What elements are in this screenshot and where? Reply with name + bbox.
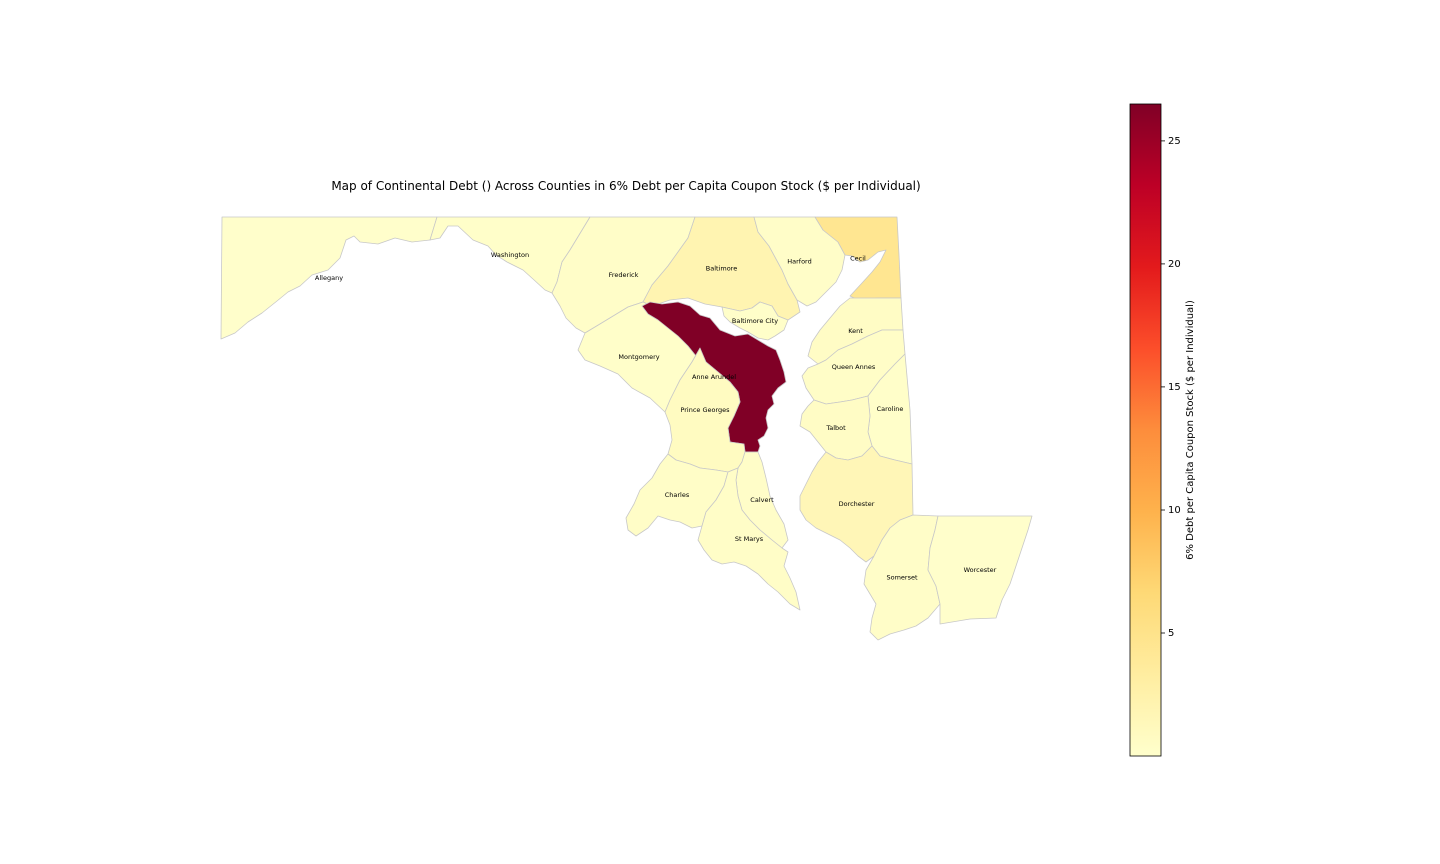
county-dorchester[interactable] xyxy=(799,445,914,563)
county-label: Baltimore xyxy=(706,265,737,273)
county-st-marys[interactable] xyxy=(697,467,801,611)
county-label: Talbot xyxy=(825,424,846,432)
county-worcester[interactable] xyxy=(927,515,1033,625)
county-label: Prince Georges xyxy=(680,406,730,414)
colorbar-label: 6% Debt per Capita Coupon Stock ($ per I… xyxy=(1185,300,1196,560)
county-label: Frederick xyxy=(609,271,639,279)
colorbar-tick-label: 25 xyxy=(1168,136,1181,147)
county-label: Cecil xyxy=(850,255,866,263)
county-label: Queen Annes xyxy=(832,363,876,371)
county-layer xyxy=(220,216,1033,641)
county-label: Anne Arundel xyxy=(692,373,736,381)
county-charles[interactable] xyxy=(625,453,729,537)
county-label: Montgomery xyxy=(618,353,659,361)
colorbar-ticks: 5 10 15 20 25 xyxy=(1161,136,1181,639)
county-label: Charles xyxy=(665,491,690,499)
county-label-layer: Allegany Washington Frederick Baltimore Harf… xyxy=(315,251,997,582)
county-label: Dorchester xyxy=(839,500,875,508)
county-label: Washington xyxy=(491,251,529,259)
county-label: Calvert xyxy=(750,496,774,504)
county-label: Caroline xyxy=(877,405,904,413)
county-label: St Marys xyxy=(735,535,764,543)
colorbar-gradient xyxy=(1129,103,1162,757)
county-somerset[interactable] xyxy=(863,514,941,641)
county-allegany[interactable] xyxy=(220,216,438,340)
county-label: Baltimore City xyxy=(732,317,778,325)
map-title: Map of Continental Debt () Across Counti… xyxy=(331,179,920,193)
county-label: Kent xyxy=(848,327,863,335)
county-baltimore-city[interactable] xyxy=(721,301,789,341)
county-label: Somerset xyxy=(886,574,917,582)
county-label: Allegany xyxy=(315,274,343,282)
colorbar: 5 10 15 20 25 6% Debt per Capita Coupon Stoc… xyxy=(1129,103,1196,757)
colorbar-tick-label: 20 xyxy=(1168,259,1181,270)
colorbar-tick-label: 15 xyxy=(1168,382,1181,393)
colorbar-tick-label: 5 xyxy=(1168,628,1174,639)
colorbar-tick-label: 10 xyxy=(1168,505,1181,516)
county-label: Worcester xyxy=(964,566,997,574)
county-label: Harford xyxy=(787,258,812,266)
